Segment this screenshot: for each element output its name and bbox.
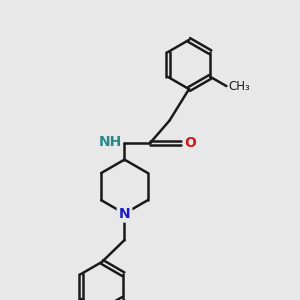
Text: NH: NH [99, 135, 122, 148]
Text: CH₃: CH₃ [229, 80, 250, 93]
Text: N: N [119, 207, 130, 220]
Text: O: O [184, 136, 196, 150]
